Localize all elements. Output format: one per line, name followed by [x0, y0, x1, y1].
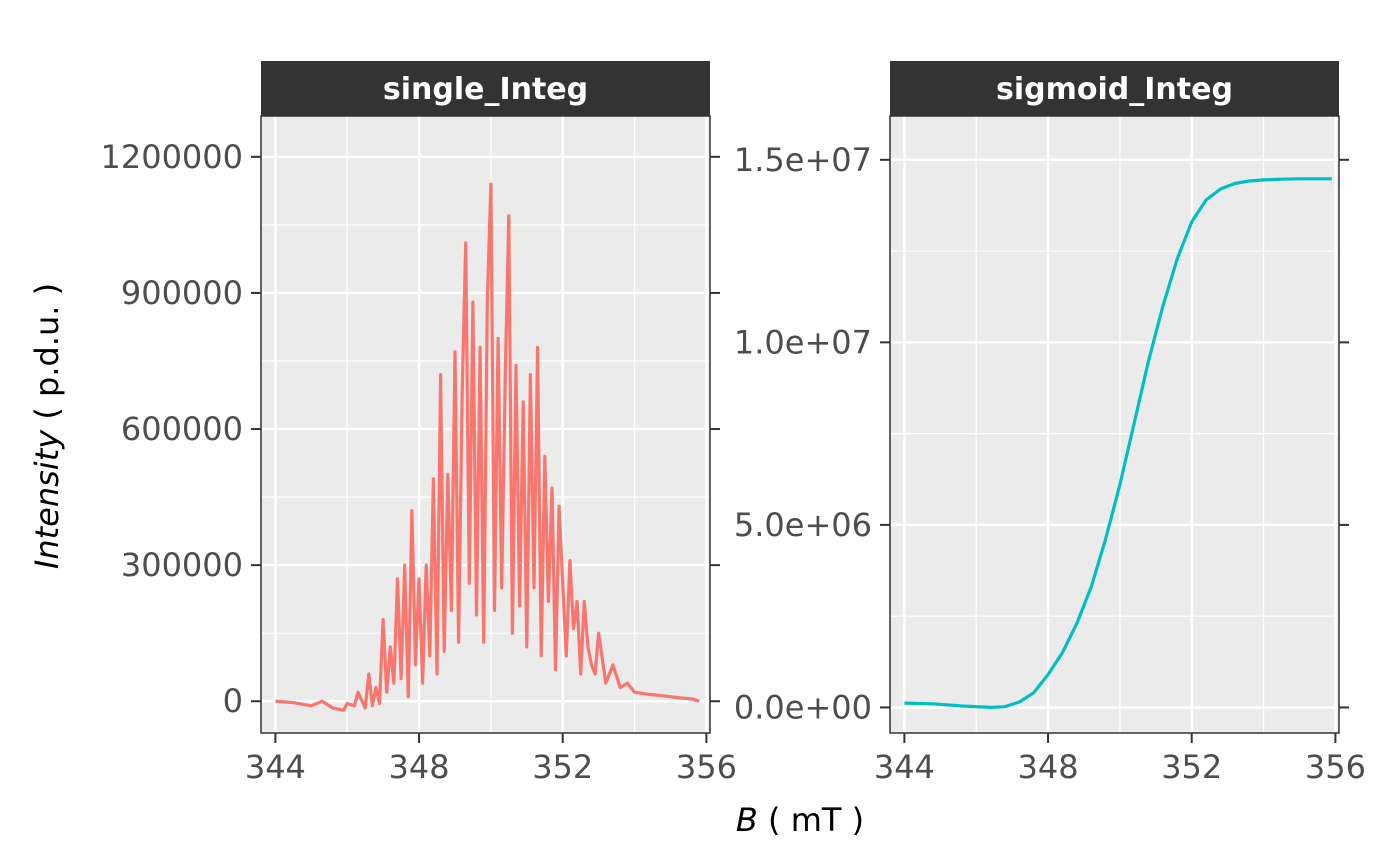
- series-line: [275, 182, 700, 712]
- strip-label: sigmoid_Integ: [996, 72, 1233, 107]
- y-tick-label: 1200000: [100, 138, 243, 176]
- series-line-layer: [904, 177, 1332, 710]
- strip-background: [261, 61, 710, 116]
- axis-ticks: 344 348 352 356 0.0e+00 5.0e+06 1.0e+07 1.5e+07: [734, 141, 1366, 786]
- panel-border: [260, 115, 711, 734]
- x-tick-label: 356: [676, 748, 737, 786]
- y-tick-label: 1.0e+07: [734, 323, 872, 361]
- panel-border: [889, 115, 1340, 734]
- x-tick-label: 348: [1018, 748, 1079, 786]
- y-tick-label: 0.0e+00: [734, 688, 872, 726]
- y-tick-label: 600000: [121, 410, 243, 448]
- x-axis-title-var: B: [736, 801, 758, 839]
- x-axis-title: B ( mT ): [736, 801, 864, 839]
- x-tick-label: 352: [1161, 748, 1222, 786]
- x-tick-label: 348: [389, 748, 450, 786]
- axis-ticks: 344 348 352 356 0 300000 600000 900000 1200000: [100, 138, 737, 786]
- panel-sigmoid-integ: sigmoid_Integ 344 348 352 356 0.0e+00 5.0e+06…: [734, 61, 1366, 786]
- strip-label: single_Integ: [383, 72, 588, 107]
- x-tick-label: 344: [245, 748, 306, 786]
- x-tick-label: 352: [532, 748, 593, 786]
- series-line: [904, 177, 1332, 710]
- panel-single-integ: single_Integ 344 348 352 356 0 300000 600000 90…: [100, 61, 737, 786]
- x-axis-title-unit: ( mT ): [758, 801, 864, 839]
- y-axis-title-var: Intensity: [28, 429, 66, 569]
- x-tick-label: 356: [1305, 748, 1366, 786]
- y-tick-label: 900000: [121, 274, 243, 312]
- y-tick-label: 5.0e+06: [734, 506, 872, 544]
- series-line-layer: [275, 182, 700, 712]
- y-tick-label: 300000: [121, 546, 243, 584]
- grid-lines: [261, 116, 710, 733]
- strip-background: [890, 61, 1339, 116]
- panel-background: [890, 116, 1339, 733]
- y-axis-title: Intensity ( p.d.u. ): [28, 283, 66, 569]
- y-tick-label: 1.5e+07: [734, 141, 872, 179]
- x-tick-label: 344: [874, 748, 935, 786]
- y-axis-title-unit: ( p.d.u. ): [28, 283, 66, 430]
- y-tick-label: 0: [223, 682, 243, 720]
